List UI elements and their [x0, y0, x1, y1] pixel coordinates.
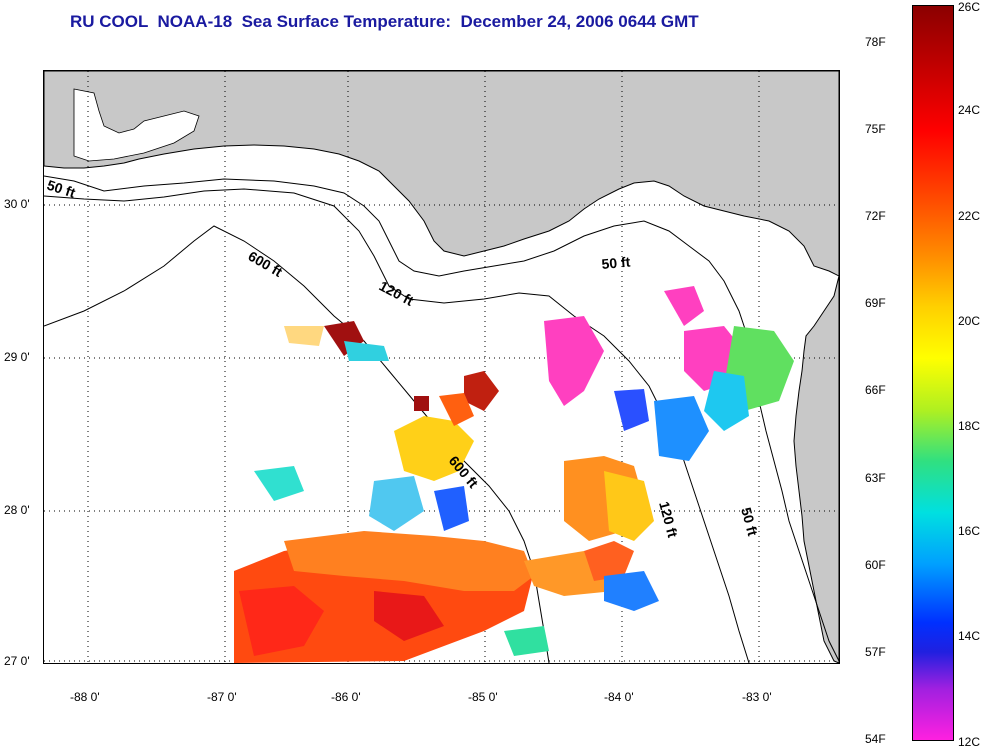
land-east-peninsula [793, 275, 839, 663]
lon-label: -86 0' [331, 690, 361, 704]
colorbar-c-label: 16C [958, 524, 981, 538]
colorbar-f-label: 54F [865, 732, 886, 746]
lat-label: 29 0' [4, 350, 30, 364]
contour-50ft-west [44, 175, 839, 662]
lon-label: -85 0' [468, 690, 498, 704]
land-north-coast [44, 71, 839, 277]
colorbar-c-label: 24C [958, 103, 981, 117]
contour-120ft [44, 188, 750, 663]
lat-label: 30 0' [4, 197, 30, 211]
contour-label: 120 ft [656, 500, 681, 540]
colorbar-f-label: 75F [865, 122, 886, 136]
sst-swath [234, 286, 794, 663]
colorbar-f-label: 60F [865, 558, 886, 572]
lon-label: -84 0' [604, 690, 634, 704]
map-title: RU COOL NOAA-18 Sea Surface Temperature:… [70, 12, 699, 31]
colorbar-c-label: 20C [958, 314, 981, 328]
contour-label: 50 ft [601, 254, 631, 272]
colorbar-c-label: 12C [958, 735, 981, 749]
contour-label: 50 ft [738, 506, 761, 538]
colorbar-f-label: 57F [865, 645, 886, 659]
contour-label: 120 ft [377, 278, 417, 309]
temperature-colorbar [912, 5, 954, 741]
contour-label: 600 ft [246, 248, 286, 280]
colorbar-f-label: 69F [865, 296, 886, 310]
colorbar-c-label: 18C [958, 419, 981, 433]
map-canvas: 50 ft 600 ft 120 ft 50 ft 600 ft 120 ft … [44, 71, 839, 663]
lat-label: 27 0' [4, 654, 30, 668]
colorbar-c-label: 14C [958, 629, 981, 643]
colorbar-f-label: 63F [865, 471, 886, 485]
colorbar-f-label: 66F [865, 383, 886, 397]
colorbar-c-label: 26C [958, 0, 981, 14]
colorbar-f-label: 78F [865, 35, 886, 49]
sst-map: 50 ft 600 ft 120 ft 50 ft 600 ft 120 ft … [43, 70, 840, 664]
lon-label: -87 0' [207, 690, 237, 704]
lon-label: -83 0' [742, 690, 772, 704]
lat-label: 28 0' [4, 503, 30, 517]
colorbar-f-label: 72F [865, 209, 886, 223]
colorbar-c-label: 22C [958, 209, 981, 223]
lon-label: -88 0' [70, 690, 100, 704]
land-bay [73, 88, 200, 162]
